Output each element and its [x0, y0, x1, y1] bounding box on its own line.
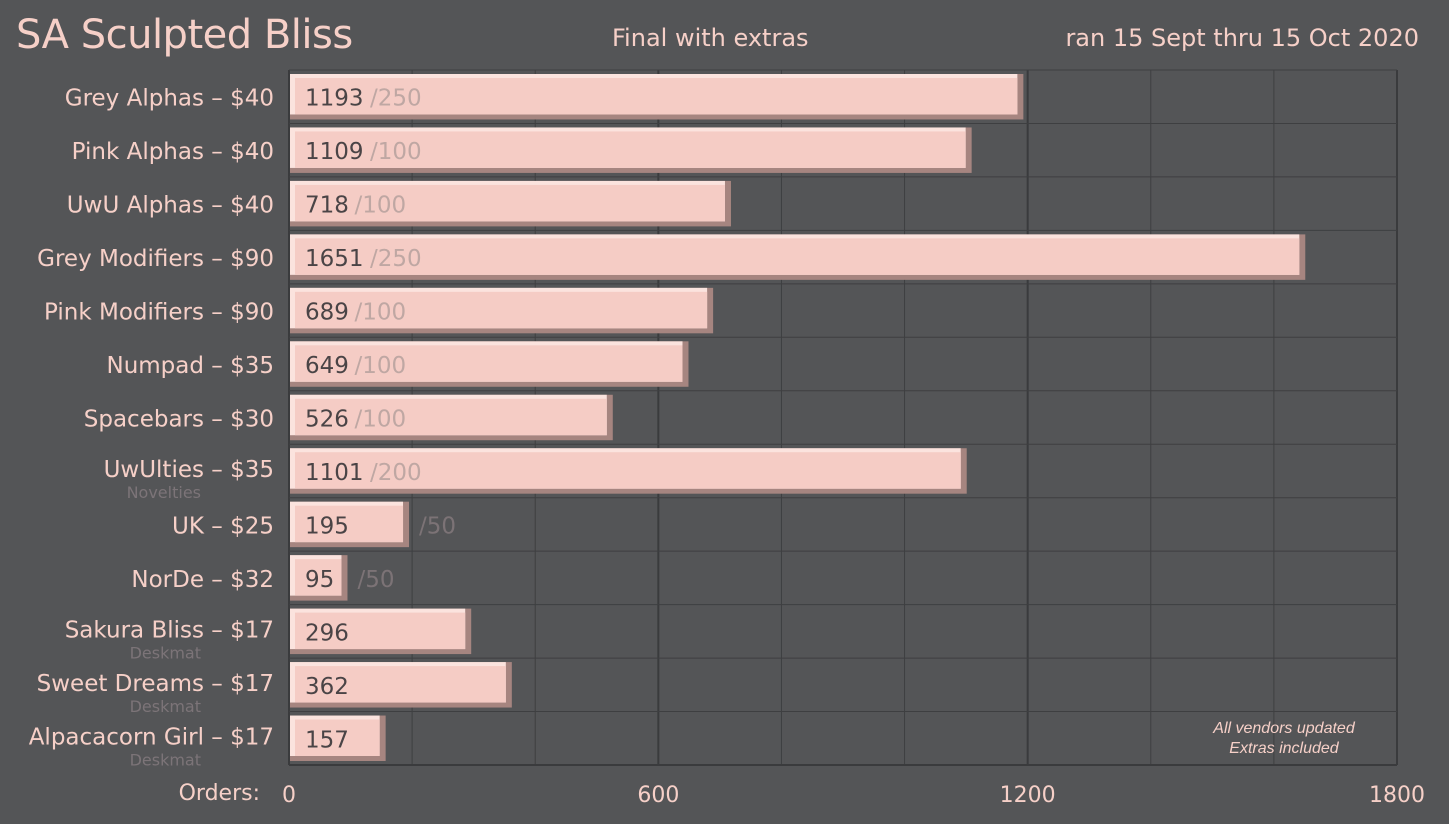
bar-group: 95/50	[290, 555, 394, 601]
bar-value-label: 689	[305, 300, 349, 326]
bar-goal-label: /200	[370, 460, 422, 486]
bar	[295, 345, 683, 382]
bar-group: 1193/250	[290, 74, 1024, 120]
bar-value-label: 157	[305, 727, 349, 753]
category-label: UK – $25	[172, 513, 274, 539]
category-sublabel: Novelties	[127, 483, 201, 502]
bar-group: 649/100	[290, 341, 689, 387]
bar-group: 689/100	[290, 287, 714, 334]
bar	[295, 291, 708, 329]
bar	[295, 398, 607, 436]
category-label: NorDe – $32	[131, 567, 274, 593]
bar-group: 526/100	[290, 394, 613, 441]
bar-value-label: 1109	[305, 139, 364, 165]
bar-group: 718/100	[290, 180, 731, 227]
bar-goal-label: /250	[370, 86, 422, 112]
bar-group: 1101/200	[290, 448, 967, 494]
bar-group: 1651/250	[290, 234, 1306, 280]
x-tick-label: 600	[637, 783, 679, 808]
category-sublabel: Deskmat	[130, 750, 201, 769]
bar-goal-label: /100	[355, 407, 407, 433]
bar	[295, 78, 1018, 115]
note-line-1: All vendors updated	[1213, 720, 1355, 737]
bar	[295, 719, 380, 756]
bar-goal-label: /100	[370, 139, 422, 165]
category-sublabel: Deskmat	[130, 643, 201, 662]
x-tick-label: 1200	[1000, 783, 1056, 808]
category-label: Numpad – $35	[106, 353, 274, 379]
bar-group: 362	[290, 662, 512, 708]
bar	[295, 131, 966, 168]
x-tick-label: 0	[282, 783, 296, 808]
bar-goal-label: /100	[355, 193, 407, 219]
update-note: All vendors updated Extras included	[1184, 719, 1384, 759]
x-axis-label: Orders:	[179, 781, 260, 806]
chart-subtitle: Final with extras	[612, 24, 809, 52]
bar-value-label: 1193	[305, 86, 364, 112]
bar-goal-label: /50	[419, 513, 456, 539]
bar-value-label: 1651	[305, 246, 364, 272]
category-label: Sweet Dreams – $17	[37, 671, 274, 697]
category-label: UwUlties – $35	[104, 457, 274, 483]
bar-group: 157	[290, 715, 386, 761]
bar-value-label: 296	[305, 620, 349, 646]
bar-goal-label: /250	[370, 246, 422, 272]
bar-value-label: 1101	[305, 460, 364, 486]
bar-group: 195/50	[290, 501, 456, 548]
bar-value-label: 718	[305, 193, 349, 219]
category-sublabel: Deskmat	[130, 697, 201, 716]
bar-goal-label: /100	[355, 300, 407, 326]
category-label: Pink Modifiers – $90	[44, 300, 274, 326]
category-label: Pink Alphas – $40	[72, 139, 274, 165]
bar	[295, 666, 506, 703]
category-label: Sakura Bliss – $17	[65, 617, 274, 643]
bar	[295, 452, 961, 489]
category-label: Alpacacorn Girl – $17	[29, 724, 274, 750]
category-label: Grey Modifiers – $90	[37, 246, 274, 272]
bar-value-label: 649	[305, 353, 349, 379]
bar-value-label: 95	[305, 567, 334, 593]
bar-group: 1109/100	[290, 127, 972, 173]
bar	[295, 612, 466, 650]
bar	[295, 559, 342, 596]
bar	[295, 505, 404, 543]
note-line-2: Extras included	[1229, 740, 1339, 757]
date-range: ran 15 Sept thru 15 Oct 2020	[1065, 24, 1419, 52]
x-tick-label: 1800	[1369, 783, 1425, 808]
bar	[295, 184, 725, 222]
bar-value-label: 526	[305, 407, 349, 433]
chart-title: SA Sculpted Bliss	[16, 12, 353, 58]
bar-goal-label: /50	[357, 567, 394, 593]
category-label: Spacebars – $30	[84, 407, 274, 433]
bar-goal-label: /100	[355, 353, 407, 379]
bar-value-label: 362	[305, 674, 349, 700]
bar	[295, 238, 1300, 275]
bar-value-label: 195	[305, 513, 349, 539]
category-label: Grey Alphas – $40	[65, 86, 274, 112]
bar-group: 296	[290, 608, 472, 655]
category-label: UwU Alphas – $40	[67, 193, 274, 219]
